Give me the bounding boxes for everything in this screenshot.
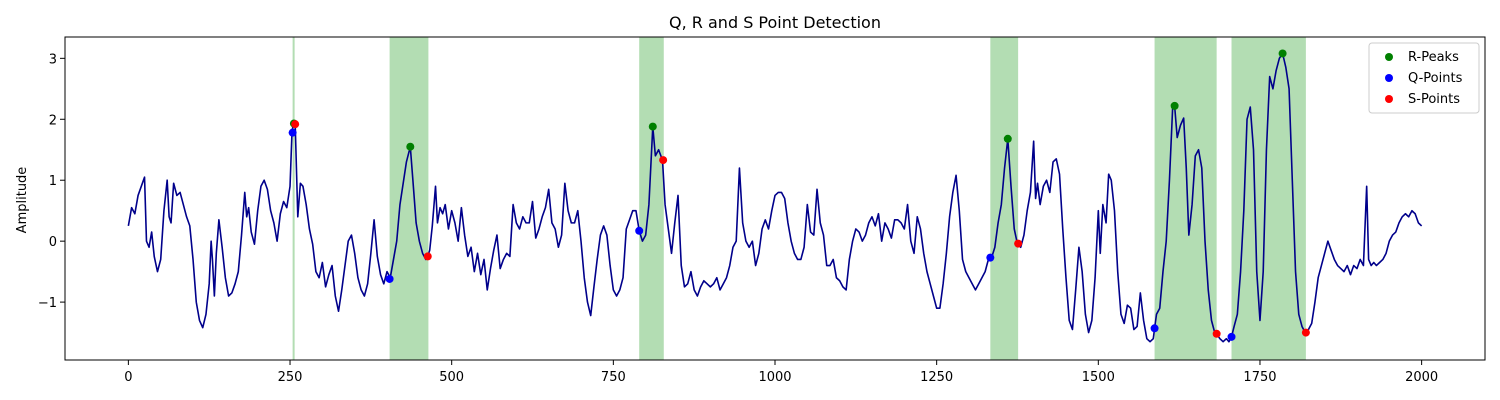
detection-region-5 — [1154, 37, 1217, 360]
x-tick-label: 1750 — [1243, 370, 1276, 385]
detection-region-3 — [639, 37, 664, 360]
q-points-point-5 — [1150, 324, 1159, 333]
r-peaks-point-6 — [1278, 49, 1287, 58]
x-tick-label: 750 — [601, 370, 626, 385]
y-axis-label: Amplitude — [15, 167, 30, 234]
y-tick-label: −1 — [38, 296, 57, 311]
legend-marker-s-points — [1385, 95, 1393, 103]
x-tick-label: 2000 — [1405, 370, 1438, 385]
legend-box — [1368, 42, 1480, 114]
legend-label-q-points: Q-Points — [1408, 71, 1463, 86]
x-tick-label: 0 — [124, 370, 132, 385]
signal-line — [127, 52, 1423, 343]
x-tick-label: 1250 — [920, 370, 953, 385]
legend-label-r-peaks: R-Peaks — [1408, 50, 1459, 65]
q-points-point-3 — [635, 226, 644, 235]
r-peaks-point-4 — [1003, 134, 1012, 143]
y-tick-label: 0 — [49, 235, 57, 250]
legend-label-s-points: S-Points — [1408, 92, 1460, 107]
signal-layer — [127, 52, 1423, 343]
s-points-point-2 — [423, 252, 432, 261]
detection-region-2 — [389, 37, 429, 360]
q-points-point-2 — [385, 274, 394, 283]
y-tick-label: 3 — [49, 52, 57, 67]
chart-title: Q, R and S Point Detection — [669, 13, 881, 32]
s-points-point-6 — [1301, 328, 1310, 337]
q-points-point-6 — [1227, 332, 1236, 341]
q-points-point-4 — [986, 253, 995, 262]
r-peaks-point-5 — [1170, 101, 1179, 110]
s-points-point-3 — [659, 156, 668, 165]
q-points-point-1 — [288, 128, 297, 137]
x-axis-ticks: 0 250 500 750 1000 1250 1500 1750 2000 — [124, 360, 1438, 385]
x-tick-label: 250 — [278, 370, 303, 385]
s-points-point-1 — [291, 120, 300, 129]
s-points-point-4 — [1014, 239, 1023, 248]
y-tick-label: 1 — [49, 174, 57, 189]
y-axis-ticks: −1 0 1 2 3 — [38, 52, 65, 311]
legend-marker-q-points — [1385, 74, 1393, 82]
legend: R-Peaks Q-Points S-Points — [1368, 42, 1480, 114]
x-tick-label: 1000 — [758, 370, 791, 385]
x-tick-label: 1500 — [1082, 370, 1115, 385]
detection-region-4 — [990, 37, 1019, 360]
r-peaks-point-3 — [648, 122, 657, 131]
s-points-point-5 — [1212, 329, 1221, 338]
r-peaks-point-2 — [406, 142, 415, 151]
detection-region-1 — [292, 37, 295, 360]
marker-layer — [288, 49, 1310, 341]
x-tick-label: 500 — [439, 370, 464, 385]
y-tick-label: 2 — [49, 113, 57, 128]
legend-marker-r-peaks — [1385, 53, 1393, 61]
